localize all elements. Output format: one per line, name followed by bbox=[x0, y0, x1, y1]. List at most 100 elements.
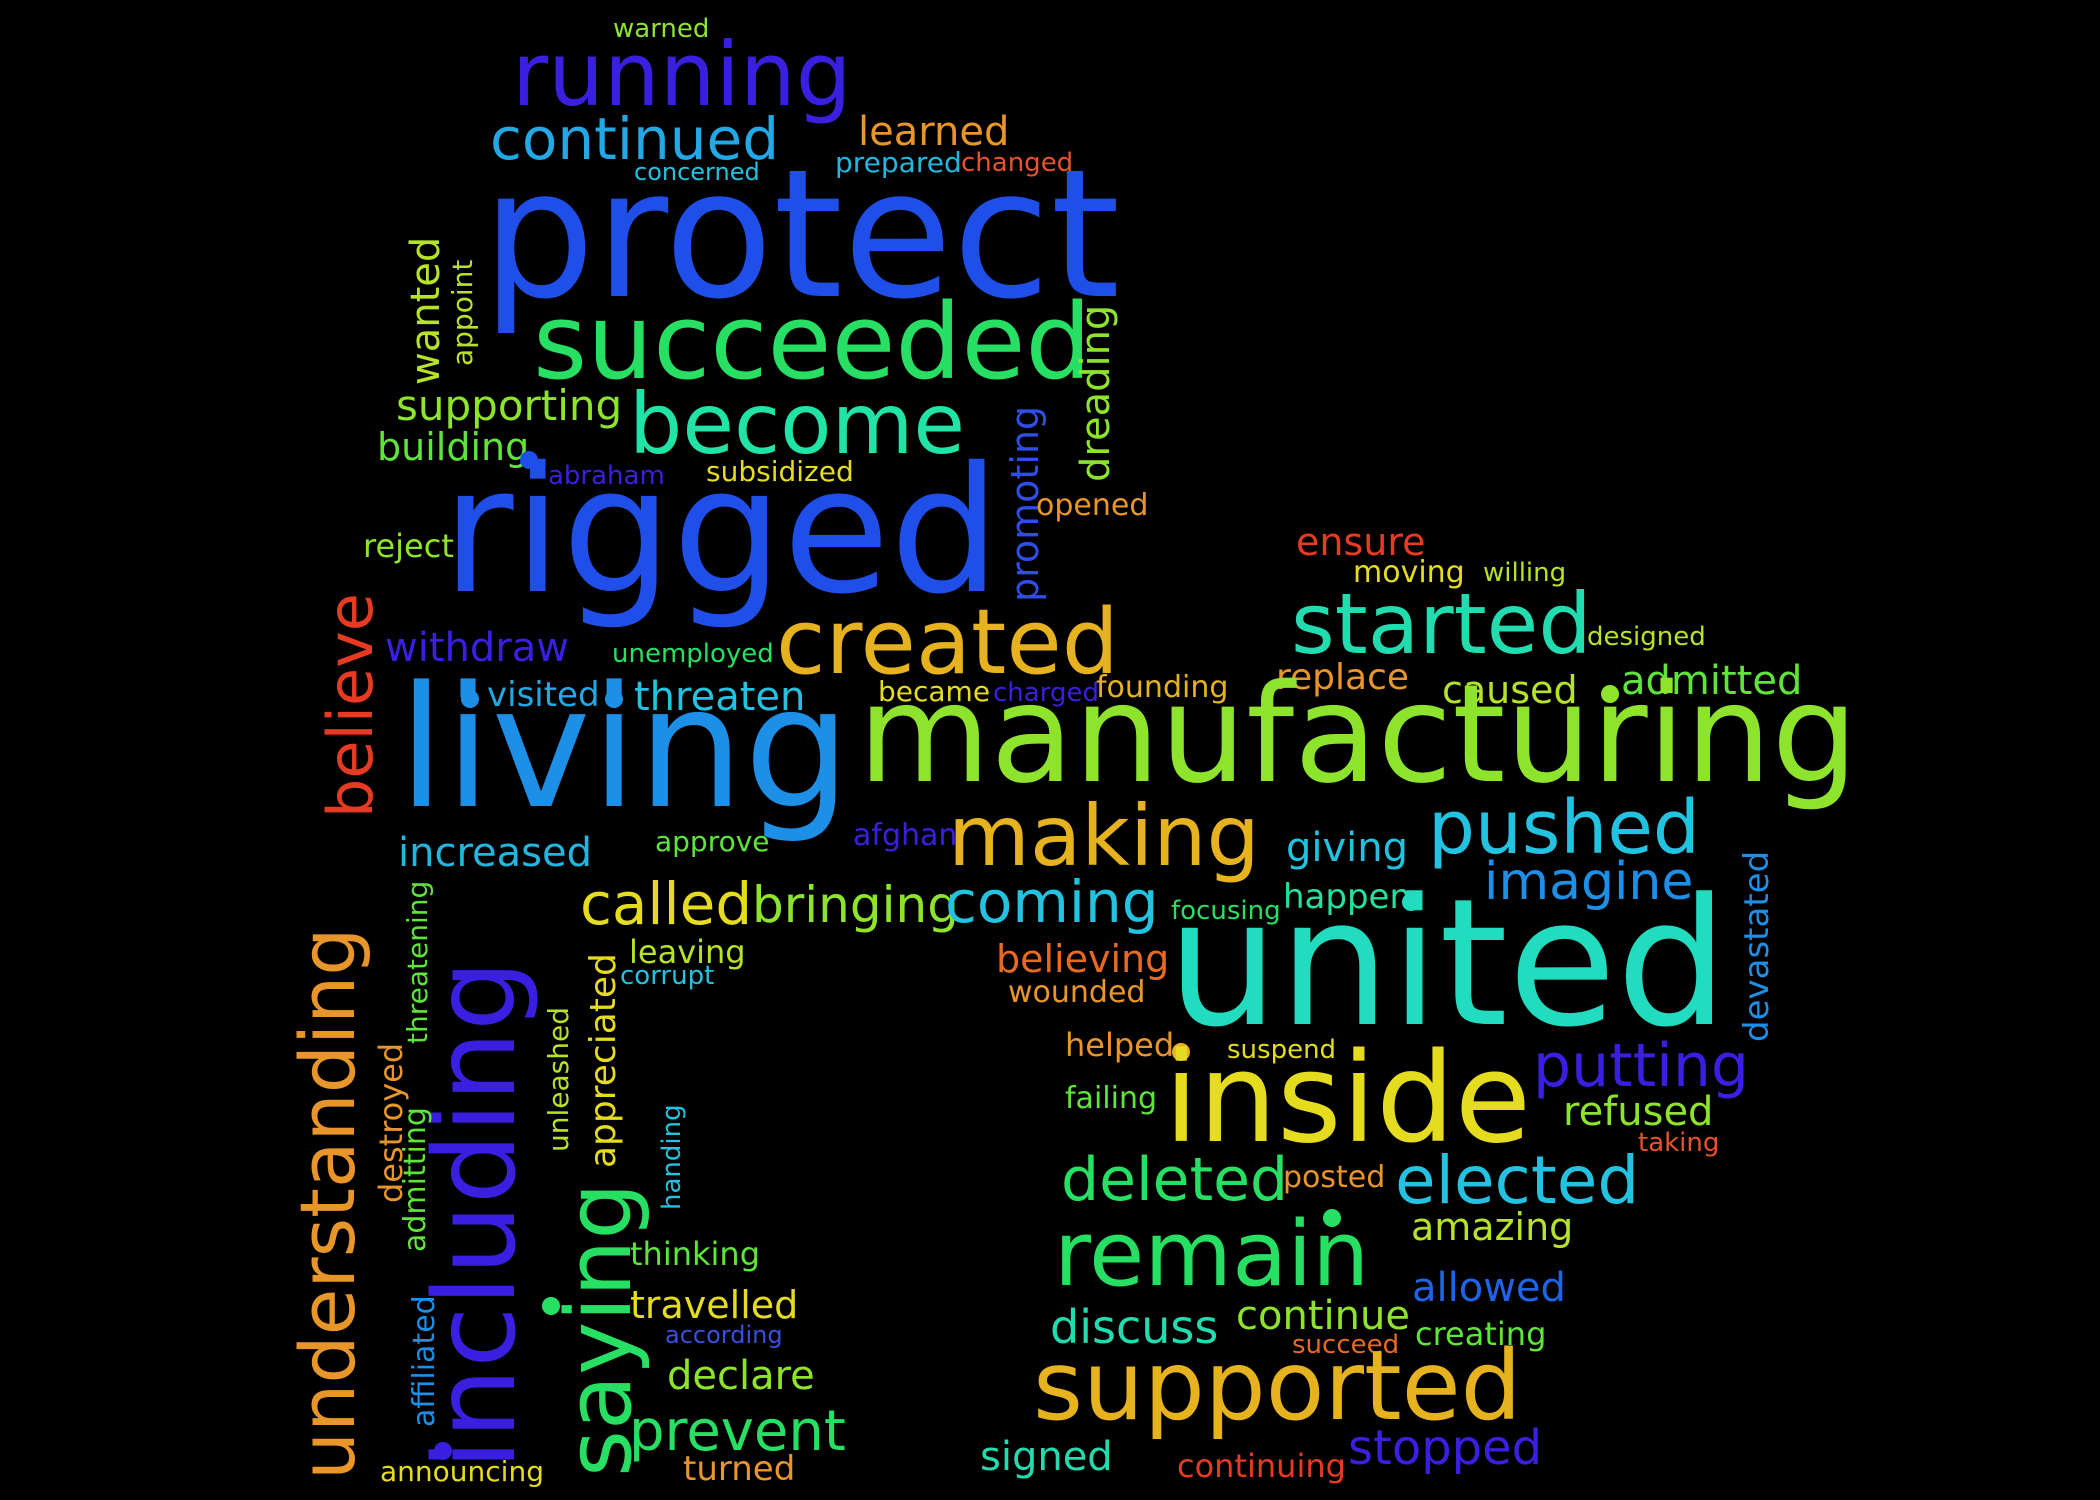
dot-marker bbox=[1402, 893, 1420, 911]
word-became: became bbox=[878, 675, 991, 708]
word-running: running bbox=[512, 23, 852, 126]
word-approve: approve bbox=[655, 825, 770, 858]
word-dreading: dreading bbox=[1073, 304, 1119, 482]
word-thinking: thinking bbox=[630, 1235, 761, 1273]
word-bringing: bringing bbox=[752, 876, 959, 934]
word-willing: willing bbox=[1483, 558, 1567, 588]
dot-marker bbox=[1172, 1043, 1190, 1061]
word-withdraw: withdraw bbox=[385, 625, 569, 671]
word-believing: believing bbox=[996, 937, 1170, 981]
word-afghan: afghan bbox=[853, 818, 958, 853]
word-replace: replace bbox=[1276, 657, 1410, 698]
dot-marker bbox=[520, 451, 538, 469]
word-believe: believe bbox=[314, 593, 387, 818]
word-living: living bbox=[398, 650, 851, 846]
word-appoint: appoint bbox=[446, 259, 479, 366]
word-increased: increased bbox=[398, 830, 592, 876]
word-concerned: concerned bbox=[634, 158, 760, 186]
word-making: making bbox=[948, 787, 1260, 885]
word-signed: signed bbox=[980, 1434, 1113, 1480]
word-elected: elected bbox=[1395, 1142, 1640, 1219]
word-created: created bbox=[776, 590, 1119, 695]
word-amazing: amazing bbox=[1411, 1205, 1574, 1249]
word-continuing: continuing bbox=[1177, 1447, 1346, 1485]
word-founding: founding bbox=[1096, 670, 1229, 705]
word-unleashed: unleashed bbox=[542, 1007, 575, 1152]
word-putting: putting bbox=[1533, 1031, 1749, 1101]
word-continue: continue bbox=[1236, 1293, 1410, 1339]
word-stopped: stopped bbox=[1348, 1420, 1543, 1476]
word-designed: designed bbox=[1587, 622, 1706, 652]
dot-marker bbox=[605, 690, 623, 708]
word-moving: moving bbox=[1353, 555, 1465, 590]
word-charged: charged bbox=[993, 678, 1099, 708]
word-understanding: understanding bbox=[283, 927, 372, 1480]
dot-marker bbox=[434, 1442, 452, 1460]
word-started: started bbox=[1291, 575, 1592, 673]
word-admitted: admitted bbox=[1621, 658, 1803, 704]
word-giving: giving bbox=[1286, 825, 1409, 871]
word-happen: happen bbox=[1283, 877, 1412, 917]
word-announcing: announcing bbox=[380, 1455, 544, 1488]
word-ensure: ensure bbox=[1296, 520, 1426, 564]
word-succeed: succeed bbox=[1292, 1330, 1400, 1360]
dot-marker bbox=[461, 690, 479, 708]
word-visited: visited bbox=[487, 675, 600, 715]
word-supported: supported bbox=[1033, 1330, 1522, 1442]
word-opened: opened bbox=[1036, 488, 1149, 523]
word-reject: reject bbox=[363, 527, 454, 565]
word-unemployed: unemployed bbox=[612, 639, 774, 669]
word-discuss: discuss bbox=[1050, 1300, 1219, 1354]
word-according: according bbox=[665, 1321, 783, 1349]
word-building: building bbox=[377, 425, 530, 469]
word-posted: posted bbox=[1283, 1160, 1386, 1195]
word-allowed: allowed bbox=[1412, 1265, 1566, 1311]
word-deleted: deleted bbox=[1061, 1145, 1289, 1215]
word-affiliated: affiliated bbox=[407, 1295, 442, 1427]
word-helped: helped bbox=[1065, 1026, 1175, 1064]
word-called: called bbox=[580, 870, 753, 938]
word-wounded: wounded bbox=[1008, 975, 1146, 1010]
word-refused: refused bbox=[1563, 1089, 1714, 1135]
word-suspend: suspend bbox=[1227, 1035, 1337, 1065]
dot-marker bbox=[1601, 685, 1619, 703]
word-protect: protect bbox=[482, 131, 1121, 338]
word-declare: declare bbox=[667, 1353, 815, 1399]
word-prepared: prepared bbox=[835, 146, 962, 179]
word-leaving: leaving bbox=[629, 933, 746, 971]
word-handing: handing bbox=[657, 1104, 687, 1210]
word-turned: turned bbox=[683, 1449, 796, 1489]
word-corrupt: corrupt bbox=[620, 961, 715, 991]
word-subsidized: subsidized bbox=[706, 455, 854, 488]
word-creating: creating bbox=[1415, 1315, 1547, 1353]
word-inside: inside bbox=[1164, 1027, 1532, 1171]
dot-marker bbox=[542, 1297, 560, 1315]
word-imagine: imagine bbox=[1484, 852, 1694, 912]
word-caused: caused bbox=[1442, 668, 1578, 712]
word-pushed: pushed bbox=[1428, 785, 1700, 871]
word-threaten: threaten bbox=[634, 674, 806, 720]
word-abraham: abraham bbox=[548, 461, 665, 491]
word-admitting: admitting bbox=[398, 1107, 433, 1252]
word-failing: failing bbox=[1065, 1081, 1158, 1116]
word-coming: coming bbox=[945, 868, 1159, 936]
word-travelled: travelled bbox=[630, 1283, 799, 1327]
word-warned: warned bbox=[613, 14, 710, 44]
word-devastated: devastated bbox=[1737, 850, 1777, 1042]
word-learned: learned bbox=[858, 109, 1010, 155]
word-continued: continued bbox=[490, 105, 780, 173]
word-remain: remain bbox=[1054, 1202, 1370, 1307]
word-appreciated: appreciated bbox=[583, 953, 624, 1168]
word-become: become bbox=[629, 375, 966, 473]
word-taking: taking bbox=[1638, 1128, 1720, 1158]
word-focusing: focusing bbox=[1171, 896, 1281, 926]
dot-marker bbox=[1323, 1209, 1341, 1227]
word-united: united bbox=[1167, 861, 1728, 1066]
word-wanted: wanted bbox=[403, 236, 449, 385]
word-prevent: prevent bbox=[629, 1399, 846, 1464]
word-rigged: rigged bbox=[442, 430, 1001, 633]
word-manufacturing: manufacturing bbox=[858, 656, 1858, 814]
word-succeeded: succeeded bbox=[533, 281, 1092, 403]
word-supporting: supporting bbox=[396, 381, 623, 430]
